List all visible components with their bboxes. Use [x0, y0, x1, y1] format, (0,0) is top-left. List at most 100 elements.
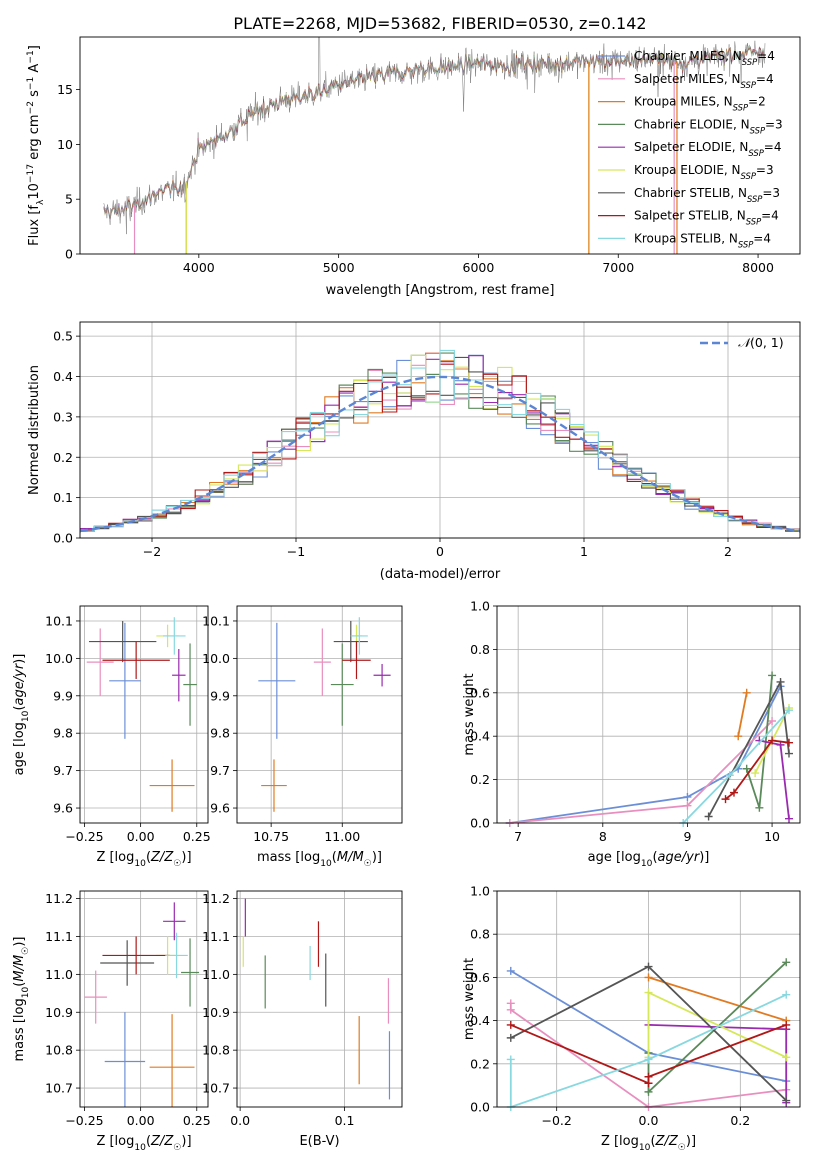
- y-tick-label: 11.0: [202, 967, 230, 982]
- label-part: erg cm: [27, 114, 42, 163]
- label-part: Normed distribution: [27, 365, 42, 495]
- y-tick-label: 0.2: [470, 1056, 490, 1071]
- age_vs_mass-axes: 10.75 11.00 9.6 9.7 9.8 9.9 10.0 10.1 mass [log1…: [202, 605, 403, 869]
- x-tick-label: 10.75: [253, 829, 289, 844]
- y-tick-label: 9.6: [53, 801, 73, 816]
- residuals-frame: [79, 321, 801, 539]
- y-tick-label: 10.8: [202, 1043, 230, 1058]
- label-part: age [log: [12, 722, 27, 775]
- label-part: )]: [12, 654, 27, 664]
- mass-weight-marker: [734, 732, 743, 741]
- mass-weight-marker: [683, 792, 692, 801]
- age_vs_mass-plot-area: [237, 606, 402, 823]
- legend-label: Chabrier MILES, NSSP=4: [634, 49, 775, 67]
- x-tick-label: 0.00: [127, 829, 155, 844]
- x-axis-label: wavelength [Angstrom, rest frame]: [326, 283, 555, 298]
- label-part: −17: [26, 164, 36, 183]
- x-tick-label: 8: [599, 829, 607, 844]
- label-part: mass [log: [12, 998, 27, 1061]
- mass-weight-marker: [776, 677, 785, 686]
- mass-weight-marker: [768, 736, 777, 745]
- mass-weight-marker: [784, 706, 793, 715]
- y-axis-label: mass weight: [462, 958, 477, 1040]
- label-part: SSP: [746, 217, 762, 227]
- y-axis-label: mass [log10(M/M☉)]: [12, 937, 31, 1062]
- y-axis-label: age [log10(age/yr)]: [12, 654, 31, 776]
- y-tick-label: 0.5: [53, 329, 73, 344]
- label-part: SSP: [750, 125, 766, 135]
- mass-weight-line: [509, 685, 782, 823]
- y-tick-label: 9.8: [53, 726, 73, 741]
- y-tick-label: 0.8: [470, 927, 490, 942]
- y-tick-label: 0.6: [470, 970, 490, 985]
- y-tick-label: 0.3: [53, 409, 73, 424]
- x-tick-label: −0.25: [65, 829, 103, 844]
- x-tick-label: −0.25: [65, 1113, 103, 1128]
- x-tick-label: 0.25: [183, 829, 211, 844]
- mass-weight-marker: [729, 788, 738, 797]
- x-tick-label: 8000: [742, 260, 774, 275]
- label-part: M/M: [12, 955, 27, 982]
- label-part: λ: [36, 199, 46, 205]
- x-tick-label: 0.25: [183, 1113, 211, 1128]
- y-tick-label: 5: [65, 192, 73, 207]
- label-part: Kroupa ELODIE, N: [634, 163, 741, 177]
- x-tick-label: 0.0: [639, 1113, 659, 1128]
- label-part: (: [652, 850, 657, 865]
- mass-weight-marker: [644, 1055, 653, 1064]
- label-part: age/yr: [12, 662, 27, 705]
- massweight_vs_age-plot-area: [497, 606, 800, 823]
- spectrum-axes: 4000 5000 6000 7000 8000 0 5 10 15 Chabrier MILES…: [26, 36, 801, 298]
- label-part: =3: [762, 186, 780, 200]
- y-tick-label: 9.6: [210, 801, 230, 816]
- label-part: SSP: [738, 239, 754, 249]
- age_vs_Z-axes: −0.25 0.00 0.259.69.79.89.910.010.1Z [log1…: [12, 605, 211, 869]
- label-part: =4: [757, 49, 775, 63]
- age_vs_Z-plot-area: [80, 606, 208, 823]
- label-part: 10: [639, 1143, 651, 1153]
- figure-title: PLATE=2268, MJD=53682, FIBERID=0530, z=0…: [233, 14, 646, 33]
- y-tick-label: 0.2: [53, 450, 73, 465]
- x-tick-label: 0.1: [335, 1113, 355, 1128]
- mass-weight-marker: [644, 988, 653, 997]
- mass-weight-marker: [704, 812, 713, 821]
- x-tick-label: −2: [143, 544, 161, 559]
- x-tick-label: 1: [580, 544, 588, 559]
- y-tick-label: 11.0: [45, 967, 73, 982]
- label-part: =4: [764, 140, 782, 154]
- label-part: −1: [26, 50, 36, 63]
- massweight_vs_age-frame: [496, 605, 801, 824]
- mass_vs_Z-axes: −0.25 0.00 0.25 10.7 10.8 10.9 11.0 11.1 11.2 Z […: [12, 890, 211, 1153]
- label-part: Chabrier STELIB, N: [634, 186, 747, 200]
- y-tick-label: 10: [57, 137, 73, 152]
- label-part: 10: [134, 1143, 146, 1153]
- y-tick-label: 9.9: [53, 688, 73, 703]
- mass-weight-line: [648, 976, 787, 1022]
- label-part: age [log: [588, 850, 641, 865]
- label-part: ]: [27, 45, 42, 50]
- y-tick-label: 0.0: [470, 816, 490, 831]
- mass-weight-marker: [683, 801, 692, 810]
- label-part: E(B-V): [299, 1134, 339, 1149]
- y-tick-label: 11.2: [202, 891, 230, 906]
- mass-weight-marker: [784, 749, 793, 758]
- y-tick-label: 1.0: [470, 599, 490, 614]
- x-tick-label: 10: [764, 829, 780, 844]
- label-part: =2: [748, 95, 766, 109]
- massweight_vs_Z-frame: [496, 890, 801, 1108]
- x-axis-label: mass [log10(M/M☉)]: [257, 850, 382, 869]
- y-tick-label: 10.1: [202, 613, 230, 628]
- y-tick-label: 15: [57, 82, 73, 97]
- label-part: )]: [699, 850, 709, 865]
- label-part: (: [146, 850, 151, 865]
- mass_vs_ebv-frame: [236, 890, 403, 1108]
- label-part: SSP: [747, 194, 763, 204]
- label-part: )]: [686, 1134, 696, 1149]
- label-part: Flux [f: [27, 205, 42, 246]
- x-tick-label: 0.0: [230, 1113, 250, 1128]
- legend-label: Kroupa ELODIE, NSSP=3: [634, 163, 774, 181]
- mass-weight-line: [509, 993, 787, 1107]
- x-tick-label: 11.00: [324, 829, 360, 844]
